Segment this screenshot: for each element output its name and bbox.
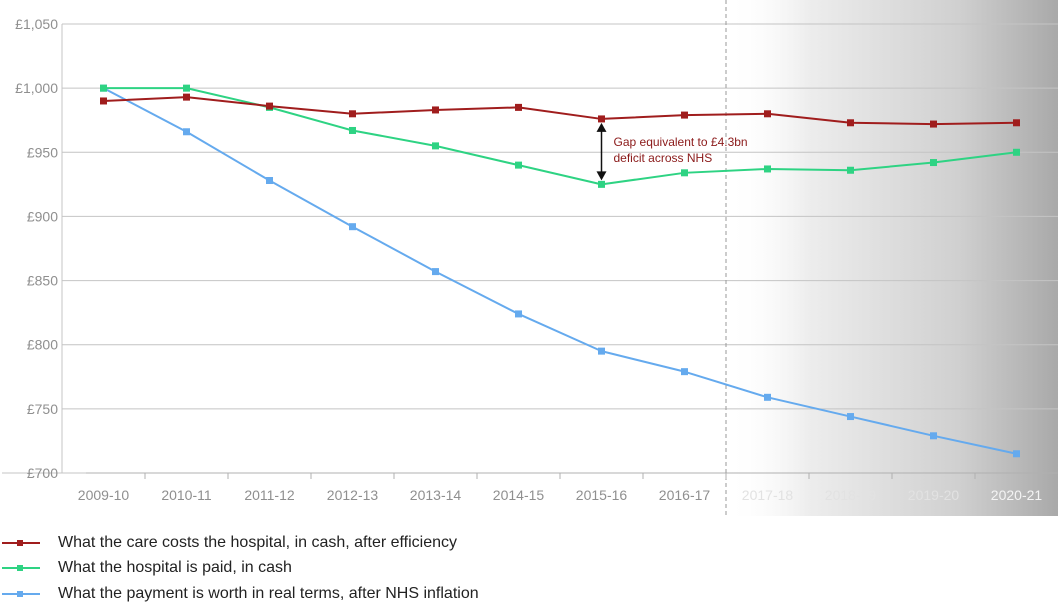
data-point-costs xyxy=(432,106,439,114)
data-point-costs xyxy=(100,97,107,105)
legend-swatch-costs xyxy=(0,536,40,550)
x-axis: 2009-10 2010-11 2011-12 2012-13 2013-14 2014-… xyxy=(78,473,1043,503)
data-point-real xyxy=(515,310,522,318)
data-point-real xyxy=(266,177,273,185)
data-point-real xyxy=(681,368,688,376)
gap-annotation-text: Gap equivalent to £4.3bn xyxy=(614,135,748,149)
gap-annotation-text: deficit across NHS xyxy=(614,151,713,165)
data-point-costs xyxy=(681,111,688,119)
data-point-paid xyxy=(930,159,937,167)
series xyxy=(100,84,1020,458)
x-tick-label: 2011-12 xyxy=(244,487,295,503)
y-tick-label: £1,050 xyxy=(15,16,58,32)
projection-shading xyxy=(726,0,1058,516)
legend-label-costs: What the care costs the hospital, in cas… xyxy=(58,533,458,551)
legend-label-real: What the payment is worth in real terms,… xyxy=(58,584,479,602)
y-tick-label: £800 xyxy=(27,337,58,353)
y-tick-label: £850 xyxy=(27,273,58,289)
series-line-real xyxy=(103,87,1017,455)
gridlines xyxy=(2,23,1058,474)
data-point-real xyxy=(1013,450,1020,458)
data-point-paid xyxy=(1013,148,1020,156)
legend-item-real: What the payment is worth in real terms,… xyxy=(0,581,479,607)
y-axis: £700 £750 £800 £850 £900 £950 £1,000 £1,050 xyxy=(15,16,58,481)
gap-arrow-head-down xyxy=(596,171,607,181)
data-point-real xyxy=(349,223,356,231)
data-point-costs xyxy=(847,119,854,127)
data-point-real xyxy=(847,413,854,421)
data-point-paid xyxy=(515,161,522,169)
x-tick-label: 2013-14 xyxy=(410,487,462,503)
data-point-paid xyxy=(100,84,107,92)
y-tick-label: £950 xyxy=(27,144,58,160)
data-point-paid xyxy=(432,142,439,150)
legend-swatch-paid xyxy=(0,561,40,575)
data-point-costs xyxy=(598,115,605,123)
x-tick-label: 2014-15 xyxy=(493,487,545,503)
series-costs xyxy=(100,93,1020,128)
chart: £700 £750 £800 £850 £900 £950 £1,000 £1,050 200… xyxy=(2,0,1058,516)
data-point-costs xyxy=(266,102,273,110)
x-tick-label: 2010-11 xyxy=(161,487,212,503)
data-point-paid xyxy=(764,165,771,173)
x-tick-label: 2009-10 xyxy=(78,487,130,503)
data-point-costs xyxy=(930,120,937,128)
data-point-real xyxy=(930,432,937,440)
data-point-costs xyxy=(349,110,356,118)
data-point-costs xyxy=(1013,119,1020,127)
data-point-real xyxy=(183,128,190,136)
x-tick-label: 2012-13 xyxy=(327,487,379,503)
gap-annotation: Gap equivalent to £4.3bn deficit across N… xyxy=(596,122,748,181)
legend-marker-costs xyxy=(17,539,23,546)
data-point-costs xyxy=(764,110,771,118)
data-point-paid xyxy=(598,180,605,188)
data-point-costs xyxy=(183,93,190,101)
data-point-real xyxy=(432,268,439,276)
x-tick-label: 2015-16 xyxy=(576,487,628,503)
legend-marker-real xyxy=(17,590,23,597)
data-point-costs xyxy=(515,103,522,111)
x-tick-label: 2016-17 xyxy=(659,487,711,503)
x-tick-label: 2017-18 xyxy=(742,487,794,503)
y-tick-label: £700 xyxy=(27,465,58,481)
y-tick-label: £1,000 xyxy=(15,80,58,96)
data-point-real xyxy=(764,393,771,401)
legend-item-paid: What the hospital is paid, in cash xyxy=(0,556,479,582)
data-point-real xyxy=(598,347,605,355)
x-tick-label: 2019-20 xyxy=(908,487,960,503)
x-tick-label: 2018-19 xyxy=(825,487,877,503)
y-tick-label: £900 xyxy=(27,208,58,224)
gap-arrow-head-up xyxy=(596,122,607,132)
y-tick-label: £750 xyxy=(27,401,58,417)
data-point-paid xyxy=(349,126,356,134)
x-tick-label: 2020-21 xyxy=(991,487,1043,503)
series-line-costs xyxy=(103,96,1017,126)
legend: What the care costs the hospital, in cas… xyxy=(0,530,479,607)
legend-marker-paid xyxy=(17,565,23,572)
legend-label-paid: What the hospital is paid, in cash xyxy=(58,559,292,577)
data-point-paid xyxy=(183,84,190,92)
data-point-paid xyxy=(847,166,854,174)
legend-swatch-real xyxy=(0,587,40,601)
legend-item-costs: What the care costs the hospital, in cas… xyxy=(0,530,479,556)
data-point-paid xyxy=(681,169,688,177)
